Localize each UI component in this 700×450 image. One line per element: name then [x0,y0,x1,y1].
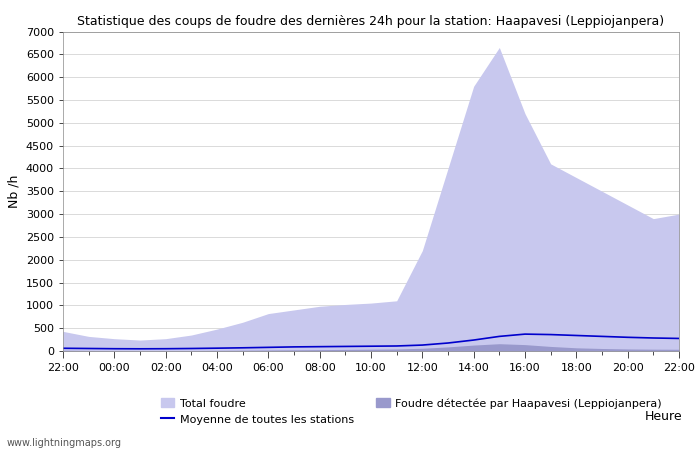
Y-axis label: Nb /h: Nb /h [7,175,20,208]
Title: Statistique des coups de foudre des dernières 24h pour la station: Haapavesi (Le: Statistique des coups de foudre des dern… [78,14,664,27]
Legend: Total foudre, Moyenne de toutes les stations, Foudre détectée par Haapavesi (Lep: Total foudre, Moyenne de toutes les stat… [161,398,662,425]
Text: www.lightningmaps.org: www.lightningmaps.org [7,438,122,448]
Text: Heure: Heure [645,410,682,423]
